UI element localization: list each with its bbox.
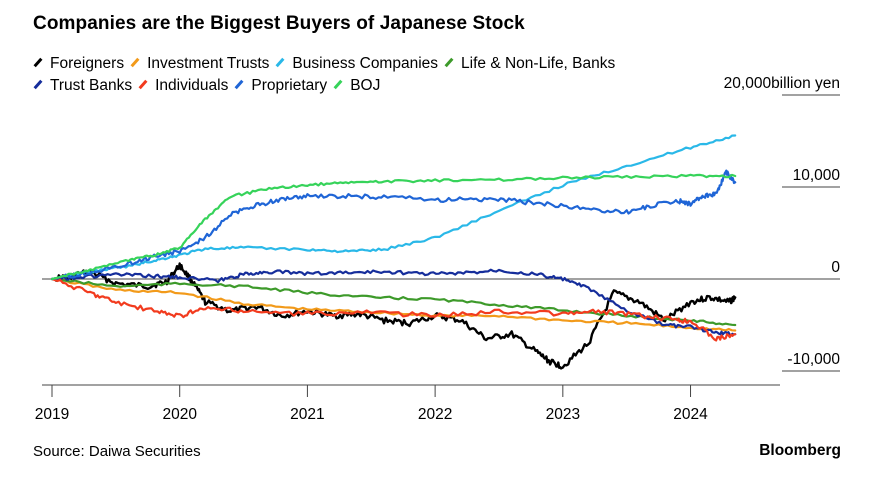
x-tick-label: 2022: [418, 406, 452, 423]
legend-label: Life & Non-Life, Banks: [461, 55, 616, 72]
legend-item-investment-trusts: Investment Trusts: [130, 53, 269, 75]
series-line-individuals: [50, 277, 737, 342]
legend-item-boj: BOJ: [333, 75, 380, 97]
legend-item-trust-banks: Trust Banks: [33, 75, 132, 97]
series-line-boj: [50, 173, 737, 281]
series-line-investment-trusts: [50, 277, 737, 332]
legend: Foreigners Investment Trusts Business Comp…: [33, 53, 793, 97]
chart-title: Companies are the Biggest Buyers of Japa…: [33, 13, 525, 34]
legend-item-individuals: Individuals: [138, 75, 228, 97]
y-tick-label: 10,000: [793, 167, 841, 184]
legend-item-proprietary: Proprietary: [234, 75, 327, 97]
x-tick-label: 2020: [162, 406, 197, 423]
y-tick-label: 0: [831, 259, 840, 276]
x-tick-label: 2024: [673, 406, 708, 423]
y-tick-label: -10,000: [787, 351, 840, 368]
legend-label: Individuals: [155, 77, 229, 94]
chart-area: 20,000billion yen 10,000 0 -10,000 2019 2020 2…: [35, 75, 841, 423]
legend-label: Foreigners: [50, 55, 125, 72]
legend-item-foreigners: Foreigners: [33, 53, 124, 75]
series-line-business-companies: [50, 134, 737, 281]
legend-label: Business Companies: [292, 55, 439, 72]
bloomberg-logo: Bloomberg: [759, 442, 841, 459]
x-tick-label: 2023: [546, 406, 580, 423]
x-tick-label: 2021: [290, 406, 324, 423]
series-line-foreigners: [50, 262, 737, 370]
legend-label: Trust Banks: [50, 77, 133, 94]
series-line-proprietary: [50, 169, 737, 281]
legend-label: BOJ: [350, 77, 381, 94]
legend-label: Proprietary: [251, 77, 328, 94]
source-note: Source: Daiwa Securities: [33, 443, 201, 460]
legend-label: Investment Trusts: [147, 55, 270, 72]
legend-item-life-non-life-banks: Life & Non-Life, Banks: [444, 53, 615, 75]
legend-item-business-companies: Business Companies: [275, 53, 438, 75]
x-tick-label: 2019: [35, 406, 69, 423]
y-tick-label: 20,000billion yen: [724, 75, 840, 92]
